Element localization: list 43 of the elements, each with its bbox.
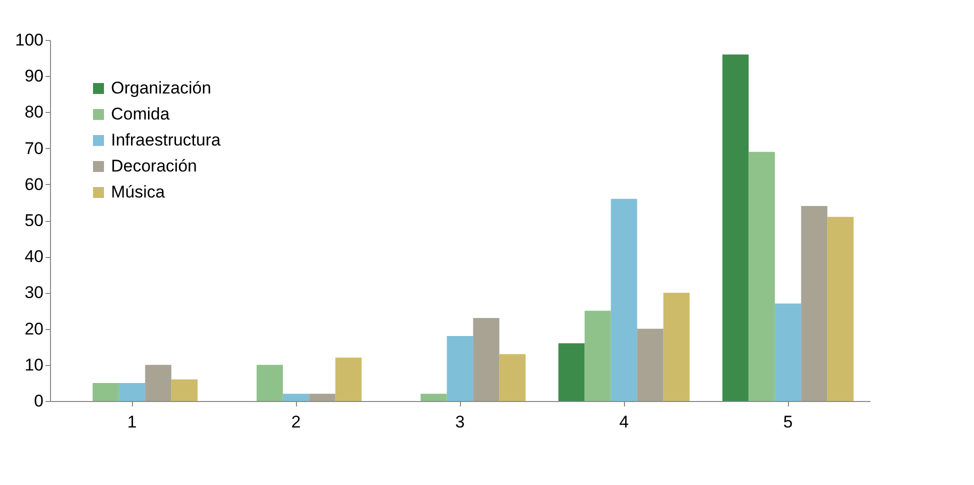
bar bbox=[92, 382, 119, 401]
y-tick-label: 90 bbox=[24, 66, 44, 86]
y-tick-label: 60 bbox=[24, 174, 44, 194]
bar bbox=[748, 152, 775, 401]
x-tick-label: 3 bbox=[455, 412, 465, 432]
x-tick-label: 5 bbox=[783, 412, 793, 432]
legend-label: Música bbox=[111, 182, 166, 202]
y-tick-label: 20 bbox=[24, 319, 44, 338]
bar bbox=[801, 206, 828, 401]
y-tick-label: 50 bbox=[24, 211, 44, 230]
bar bbox=[610, 198, 638, 401]
bar bbox=[118, 382, 146, 401]
y-tick-label: 0 bbox=[34, 392, 44, 410]
bar bbox=[171, 379, 198, 401]
y-tick-label: 30 bbox=[24, 283, 44, 302]
y-tick-label: 40 bbox=[24, 247, 44, 266]
x-tick-label: 4 bbox=[619, 412, 629, 432]
bar bbox=[558, 343, 585, 401]
y-tick-label: 80 bbox=[24, 102, 44, 122]
bar bbox=[499, 354, 526, 401]
legend-label: Comida bbox=[111, 104, 170, 124]
legend-label: Decoración bbox=[111, 156, 197, 176]
bar bbox=[473, 318, 500, 401]
y-tick-label: 100 bbox=[15, 30, 44, 50]
bar bbox=[420, 394, 447, 401]
bar bbox=[256, 364, 283, 401]
bar bbox=[145, 364, 172, 401]
x-tick-label: 1 bbox=[127, 412, 137, 432]
bar bbox=[637, 328, 664, 401]
bar bbox=[774, 304, 802, 401]
x-tick-label: 2 bbox=[291, 412, 301, 432]
bar bbox=[827, 216, 854, 401]
bar bbox=[663, 292, 690, 401]
bar bbox=[722, 54, 749, 401]
legend-label: Infraestructura bbox=[111, 130, 222, 150]
legend-label: Organización bbox=[111, 78, 212, 98]
bar bbox=[335, 358, 362, 401]
y-tick-label: 70 bbox=[24, 138, 44, 158]
bar bbox=[584, 310, 611, 401]
y-tick-label: 10 bbox=[24, 355, 44, 374]
bar bbox=[309, 394, 336, 401]
bar bbox=[446, 336, 474, 401]
bar bbox=[282, 394, 310, 401]
